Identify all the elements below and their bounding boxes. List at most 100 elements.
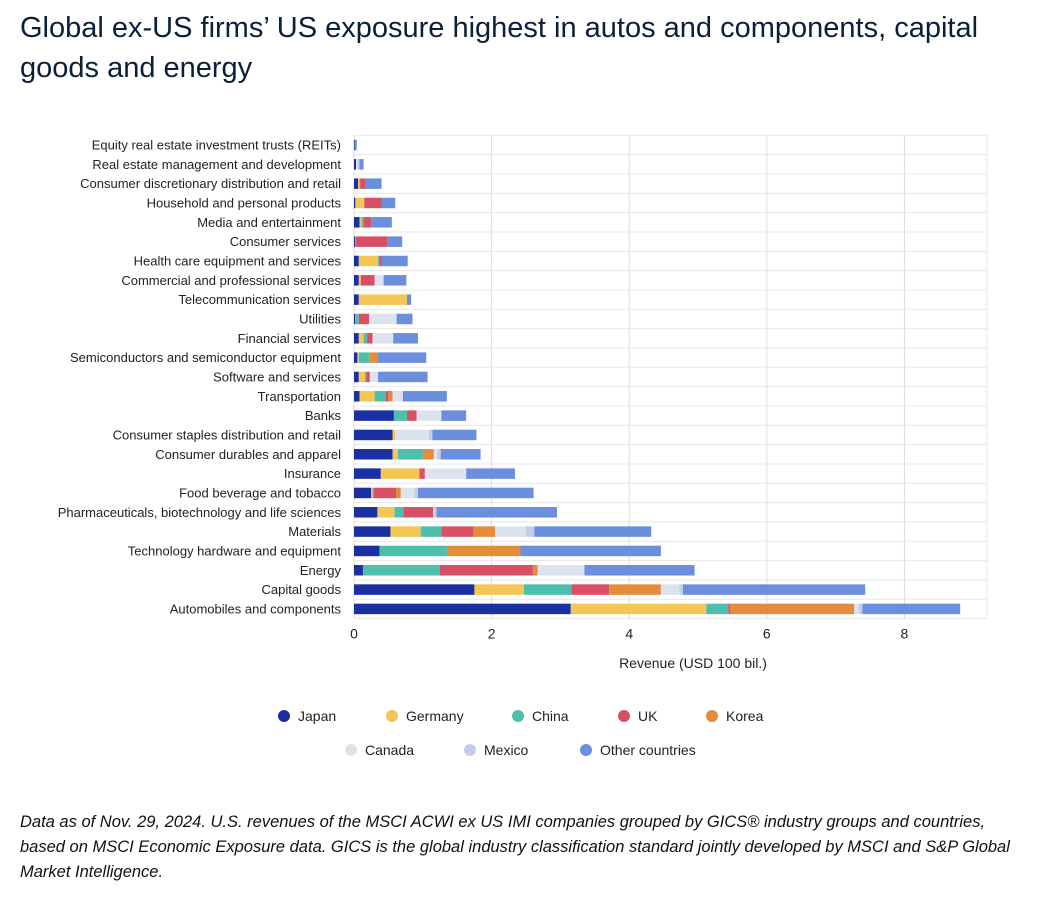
bar-segment [360, 178, 366, 189]
category-label: Real estate management and development [92, 157, 341, 172]
bar-segment [371, 217, 392, 228]
bar-segment [534, 526, 652, 537]
bar-segment [362, 565, 441, 576]
bar-segment [390, 526, 421, 537]
bar-segment [354, 178, 359, 189]
bar-segment [406, 294, 412, 305]
bar-segment [441, 410, 467, 421]
bar-segment [354, 236, 356, 247]
category-label: Banks [305, 408, 342, 423]
bar-segment [363, 217, 372, 228]
bar-segment [359, 178, 361, 189]
bar-segment [378, 255, 380, 267]
bar-segment [354, 313, 356, 325]
bar-segment [354, 159, 357, 170]
x-tick-label: 4 [625, 626, 633, 642]
legend-swatch [345, 744, 357, 756]
footnote: Data as of Nov. 29, 2024. U.S. revenues … [20, 813, 1010, 881]
x-tick-label: 6 [763, 626, 771, 642]
bar-segment [358, 371, 366, 383]
bar-segment [354, 294, 359, 305]
bar-segment [400, 487, 415, 499]
category-label: Consumer staples distribution and retail [113, 427, 341, 442]
category-label: Capital goods [262, 582, 342, 597]
category-label: Insurance [284, 466, 341, 481]
legend-row: Canada Mexico Other countries [0, 742, 1040, 762]
bar-segment [354, 217, 360, 228]
bar-segment [385, 391, 389, 402]
category-label: Technology hardware and equipment [128, 543, 342, 558]
bar-segment [369, 352, 379, 363]
bar-segment [354, 449, 393, 460]
bar-segment [354, 139, 357, 151]
bar-segment [365, 178, 382, 189]
bar-segment [356, 236, 388, 247]
bar-segment [355, 197, 365, 209]
bar-segment [403, 507, 434, 518]
category-label: Utilities [299, 311, 341, 326]
legend-item: Korea [706, 708, 763, 724]
bar-segment [354, 371, 359, 383]
x-axis-label: Revenue (USD 100 bil.) [619, 655, 767, 671]
bar-segment [706, 603, 729, 615]
bar-segment [437, 449, 441, 460]
bar-segment [380, 468, 420, 479]
bar-segment [358, 313, 370, 325]
legend-row: Japan Germany China UK Korea [0, 708, 1040, 728]
bar-segment [428, 429, 433, 441]
bar-segment [358, 352, 370, 363]
bar-segment [363, 333, 368, 344]
legend-item: Japan [278, 708, 336, 724]
legend-label: China [532, 708, 569, 724]
category-label: Household and personal products [147, 195, 342, 210]
bar-segment [357, 159, 360, 170]
category-label: Commercial and professional services [121, 273, 341, 288]
legend-label: Mexico [484, 742, 529, 758]
bar-segment [369, 313, 397, 325]
category-label: Health care equipment and services [134, 253, 342, 268]
category-label: Pharmaceuticals, biotechnology and life … [58, 505, 342, 520]
bar-segment [392, 429, 396, 441]
bar-segment [355, 313, 357, 325]
bar-segment [392, 449, 399, 460]
bar-segment [387, 236, 403, 247]
category-label: Automobiles and components [170, 601, 342, 616]
bar-segment [354, 584, 475, 595]
bars [354, 139, 961, 615]
legend-label: Canada [365, 742, 415, 758]
bar-segment [374, 391, 386, 402]
bar-segment [859, 603, 863, 615]
legend-swatch [386, 710, 398, 722]
bar-segment [424, 468, 467, 479]
legend-label: Other countries [600, 742, 696, 758]
bar-segment [441, 526, 474, 537]
bar-segment [365, 371, 367, 383]
bar-segment [495, 526, 527, 537]
legend-item: Other countries [580, 742, 696, 758]
chart-title: Global ex-US firms’ US exposure highest … [20, 12, 979, 84]
bar-segment [358, 275, 361, 286]
bar-segment [373, 487, 396, 499]
bar-segment [354, 468, 381, 479]
bar-segment [371, 487, 373, 499]
bar-segment [354, 275, 359, 286]
bar-segment [379, 255, 382, 267]
bar-segment [396, 313, 413, 325]
bar-segment [440, 565, 533, 576]
bar-segment [354, 333, 359, 344]
bar-segment [395, 487, 401, 499]
bar-segment [394, 507, 404, 518]
bar-segment [381, 255, 408, 267]
bar-segment [728, 603, 731, 615]
bar-segment [419, 468, 425, 479]
x-tick-label: 2 [488, 626, 496, 642]
stacked-bar-chart: Equity real estate investment trusts (RE… [58, 134, 988, 671]
legend-item: China [512, 708, 569, 724]
bar-segment [378, 352, 427, 363]
bar-segment [660, 584, 680, 595]
legend-swatch [618, 710, 630, 722]
bar-segment [354, 410, 394, 421]
bar-segment [354, 197, 356, 209]
bar-segment [537, 565, 585, 576]
bar-segment [381, 197, 396, 209]
